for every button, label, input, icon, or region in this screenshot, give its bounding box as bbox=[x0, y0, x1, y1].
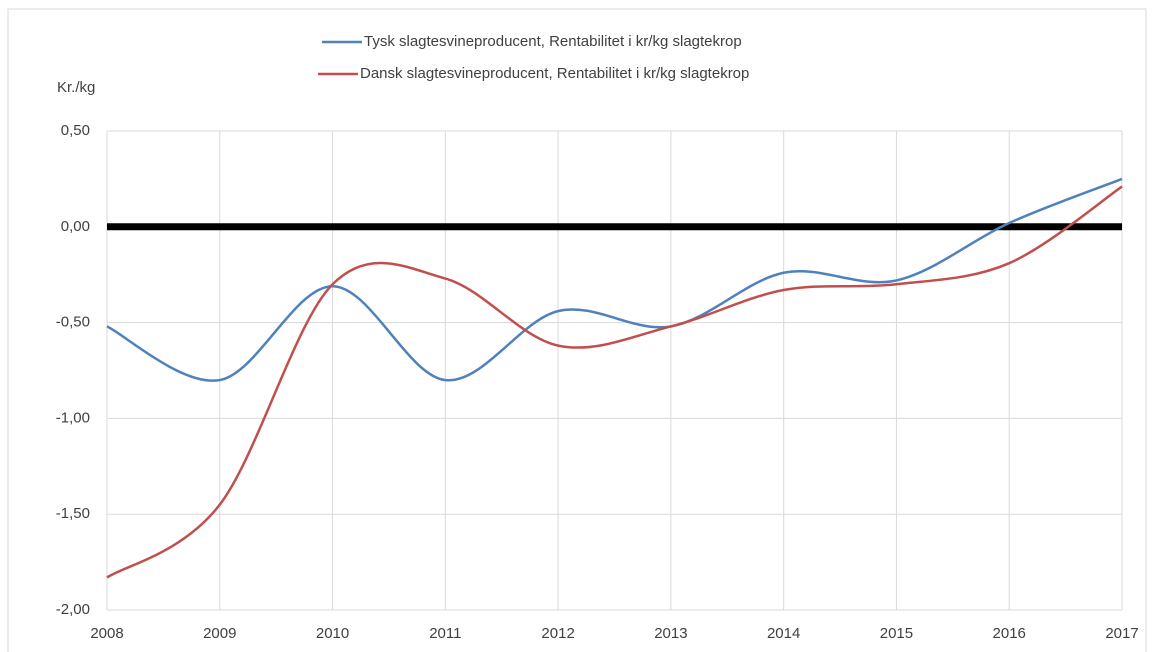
y-axis-label: Kr./kg bbox=[57, 79, 95, 96]
x-tick-label: 2008 bbox=[90, 625, 123, 642]
y-tick-label: -1,00 bbox=[56, 409, 90, 426]
y-tick-label: -1,50 bbox=[56, 505, 90, 522]
y-tick-label: -2,00 bbox=[56, 601, 90, 618]
series-line bbox=[106, 177, 1123, 382]
x-tick-label: 2011 bbox=[429, 625, 461, 642]
legend-label: Tysk slagtesvineproducent, Rentabilitet … bbox=[364, 33, 742, 50]
x-tick-label: 2013 bbox=[654, 625, 687, 642]
x-tick-label: 2014 bbox=[767, 625, 800, 642]
chart-border bbox=[7, 8, 1147, 652]
x-tick-label: 2009 bbox=[203, 625, 236, 642]
x-tick-label: 2012 bbox=[541, 625, 574, 642]
x-tick-label: 2010 bbox=[316, 625, 349, 642]
x-tick-label: 2016 bbox=[993, 625, 1026, 642]
y-tick-label: 0,50 bbox=[61, 122, 90, 139]
legend-label: Dansk slagtesvineproducent, Rentabilitet… bbox=[360, 65, 749, 82]
x-tick-label: 2015 bbox=[880, 625, 913, 642]
x-tick-label: 2017 bbox=[1105, 625, 1138, 642]
y-tick-label: -0,50 bbox=[56, 314, 90, 331]
y-tick-label: 0,00 bbox=[61, 218, 90, 235]
series-line bbox=[106, 185, 1123, 579]
